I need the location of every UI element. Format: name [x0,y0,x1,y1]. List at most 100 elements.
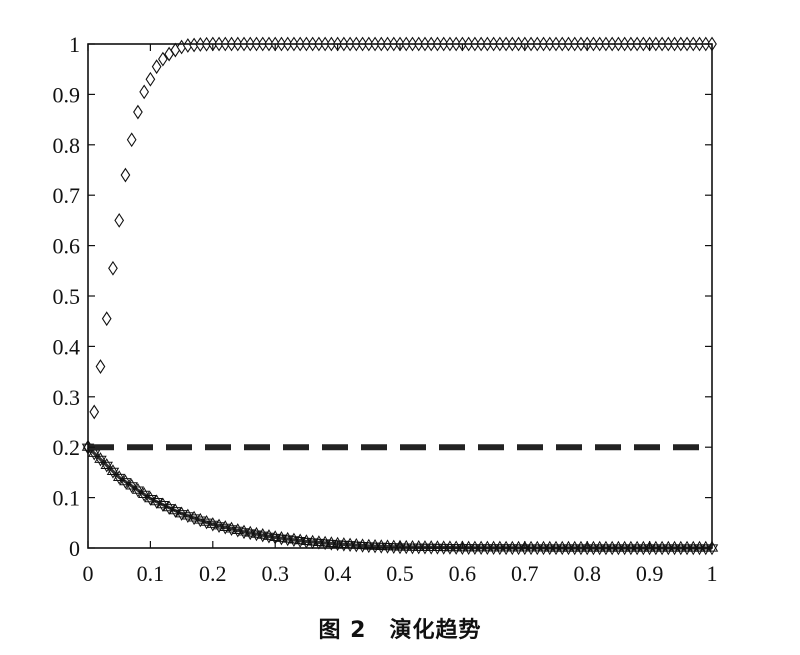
hexagram-marker-down [331,540,344,552]
hexagram-marker-down [574,544,588,556]
hexagram-marker-down [94,455,107,467]
hexagram-marker-up [437,540,450,552]
hexagram-marker-down [337,540,351,552]
diamond-marker [120,167,131,183]
hexagram-marker-up [443,540,457,552]
hexagram-marker-up [593,540,606,552]
diamond-marker [101,311,112,327]
hexagram-marker-down [674,544,688,556]
hexagram-marker-up [531,540,544,552]
hexagram-marker-down [593,544,606,556]
y-tick-label: 0.7 [53,183,81,208]
hexagram-marker-down [568,544,581,556]
hexagram-marker-up [162,500,176,512]
hexagram-marker-up [630,540,644,552]
hexagram-marker-down [537,544,550,556]
hexagram-marker-up [362,538,376,550]
diamond-marker [126,132,137,148]
hexagram-marker-up [112,470,126,482]
hexagram-marker-up [424,540,438,551]
hexagram-marker-up [318,535,332,547]
hexagram-marker-up [524,540,538,552]
hexagram-marker-up [574,540,588,552]
hexagram-marker-down [605,544,619,556]
hexagram-marker-down [312,538,326,550]
hexagram-marker-up [293,533,307,545]
hexagram-marker-down [156,501,170,512]
figure-caption: 图 2 演化趋势 [318,618,482,643]
hexagram-marker-down [437,543,450,555]
hexagram-marker-up [393,539,407,551]
y-tick-label: 0 [69,536,80,561]
hexagram-marker-down [144,495,157,506]
hexagram-marker-down [680,544,694,556]
y-tick-label: 1 [69,32,80,57]
hexagram-marker-up [156,497,170,509]
hexagram-marker-up [624,540,638,552]
hexagram-marker-up [400,539,413,551]
chart: 0 0.1 0.2 0.3 0.4 0.5 0.6 0.7 0.8 0.9 1 0 0.1 0.2 0.3 0… [53,32,719,586]
axes-box [87,43,713,549]
hexagram-marker-up [456,540,469,552]
hexagram-marker-up [499,540,513,552]
hexagram-marker-down [512,544,525,556]
x-tick-label: 0.2 [199,561,227,586]
hexagram-marker-down [443,544,457,555]
hexagram-marker-up [169,503,182,515]
diamond-marker [151,59,162,75]
hexagram-marker-up [119,474,132,486]
hexagram-marker-up [580,540,594,552]
hexagram-marker-down [474,544,488,556]
hexagram-marker-up [605,540,619,552]
y-tick-label: 0.1 [53,486,81,511]
hexagram-marker-down [318,539,332,551]
hexagram-marker-up [699,540,712,552]
hexagram-marker-up [300,534,313,546]
x-tick-label: 0.9 [636,561,664,586]
hexagram-marker-down [687,544,700,556]
hexagram-marker-up [599,540,613,552]
hexagram-marker-up [306,534,319,546]
diamond-marker [139,84,150,100]
hexagram-marker-up [637,540,650,552]
hexagram-marker-up [150,494,163,506]
hexagram-marker-up [612,540,625,552]
diamond-marker [133,104,143,120]
hexagram-marker-down [100,461,113,473]
hexagram-marker-down [612,544,625,556]
hexagram-marker-down [169,507,182,518]
hexagram-marker-down [487,544,500,556]
hexagram-marker-up [487,540,500,552]
hexagram-marker-down [531,544,544,556]
hexagram-marker-up [194,512,207,524]
series-0 [83,36,717,455]
y-tick-label: 0.2 [53,435,81,460]
x-tick-label: 0.5 [386,561,414,586]
hexagram-marker-up [512,540,525,552]
hexagram-marker-down [481,544,494,556]
hexagram-marker-up [100,458,113,469]
hexagram-marker-up [268,530,282,542]
hexagram-marker-up [562,540,575,552]
hexagram-marker-up [94,452,107,463]
hexagram-marker-down [506,544,519,556]
diamond-marker [145,71,156,87]
diamond-marker [114,212,125,228]
hexagram-marker-up [655,540,669,552]
hexagram-marker-up [687,540,700,552]
hexagram-marker-up [618,540,631,552]
series-1 [81,440,719,556]
hexagram-marker-up [418,540,432,551]
hexagram-marker-down [693,544,706,556]
hexagram-marker-down [668,544,681,556]
hexagram-marker-up [144,491,157,503]
hexagram-marker-down [300,537,313,549]
hexagram-marker-down [587,544,600,556]
hexagram-marker-down [468,544,482,555]
hexagram-marker-down [599,544,613,556]
hexagram-marker-down [350,541,363,553]
y-tick-label: 0.6 [53,234,81,259]
diamond-marker [89,404,100,420]
hexagram-marker-up [375,539,388,550]
x-tick-label: 0.7 [511,561,539,586]
